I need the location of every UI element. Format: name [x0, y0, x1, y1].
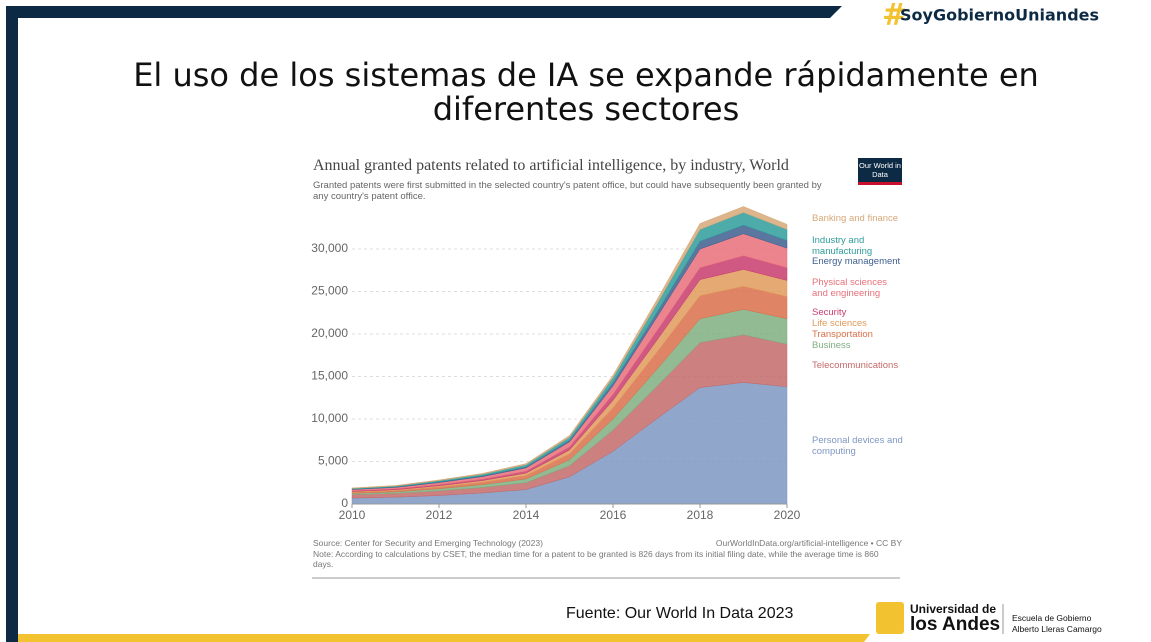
- legend-label: Life sciences: [812, 318, 867, 329]
- legend-label: Physical sciences and engineering: [812, 277, 887, 299]
- legend-label: Personal devices and computing: [812, 435, 903, 457]
- x-tick-label: 2010: [339, 508, 366, 522]
- y-tick-label: 30,000: [311, 241, 348, 255]
- y-tick-label: 5,000: [318, 454, 348, 468]
- hash-icon: #: [882, 0, 907, 33]
- y-tick-label: 0: [341, 496, 348, 510]
- x-tick-label: 2020: [774, 508, 801, 522]
- legend-label: Transportation: [812, 329, 873, 340]
- legend-label: Security: [812, 307, 847, 318]
- school-name-2: Alberto Lleras Camargo: [1012, 624, 1102, 634]
- left-bar: [6, 6, 18, 642]
- y-tick-label: 25,000: [311, 284, 348, 298]
- chart-source: Source: Center for Security and Emerging…: [313, 538, 543, 548]
- x-tick-label: 2012: [426, 508, 453, 522]
- school-name-1: Escuela de Gobierno: [1012, 613, 1092, 623]
- chart-subtitle: Granted patents were first submitted in …: [313, 180, 822, 202]
- owid-logo-text: Our World in Data: [859, 161, 901, 179]
- legend-label: Industry and manufacturing: [812, 235, 873, 257]
- footer-source: Fuente: Our World In Data 2023: [566, 605, 794, 622]
- x-tick-label: 2018: [687, 508, 714, 522]
- legend-label: Business: [812, 340, 851, 351]
- uni-name-2: los Andes: [910, 614, 1001, 635]
- legend-label: Energy management: [812, 256, 901, 267]
- owid-logo: [858, 158, 902, 184]
- owid-logo-bar: [858, 182, 902, 185]
- uni-logo: [876, 602, 904, 634]
- top-bar: [6, 6, 842, 18]
- legend-label: Telecommunications: [812, 360, 899, 371]
- bottom-bar: [18, 634, 870, 642]
- chart-title: Annual granted patents related to artifi…: [313, 157, 789, 174]
- y-tick-label: 20,000: [311, 326, 348, 340]
- slide-title: El uso de los sistemas de IA se expande …: [133, 56, 1039, 128]
- legend-label: Banking and finance: [812, 213, 899, 224]
- area: [351, 206, 788, 489]
- chart-note: Note: According to calculations by CSET,…: [313, 549, 879, 569]
- x-tick-label: 2016: [600, 508, 627, 522]
- uni-name-1: Universidad de: [910, 602, 997, 616]
- x-tick-label: 2014: [513, 508, 540, 522]
- hashtag: SoyGobiernoUniandes: [900, 6, 1099, 25]
- y-tick-label: 15,000: [311, 369, 348, 383]
- y-tick-label: 10,000: [311, 411, 348, 425]
- chart-url: OurWorldInData.org/artificial-intelligen…: [715, 538, 902, 548]
